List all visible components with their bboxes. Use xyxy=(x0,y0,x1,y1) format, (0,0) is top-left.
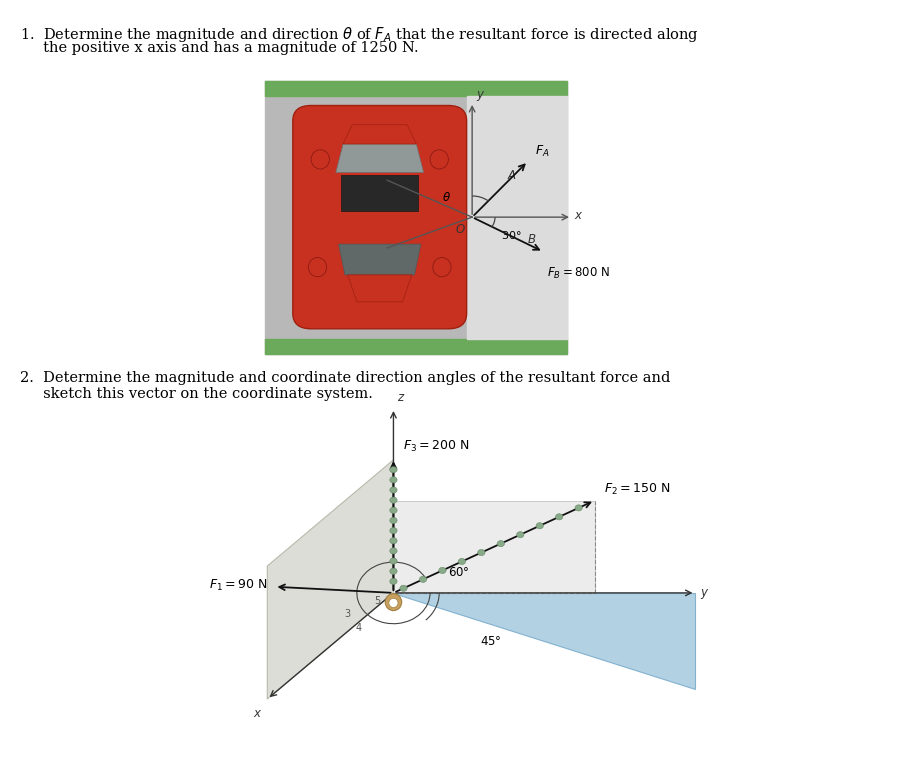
Text: $45°$: $45°$ xyxy=(480,635,502,648)
Ellipse shape xyxy=(385,594,402,611)
Bar xyxy=(467,96,567,339)
Circle shape xyxy=(517,531,524,537)
Ellipse shape xyxy=(308,257,327,277)
Bar xyxy=(265,339,567,354)
Text: $F_B = 800\ \mathrm{N}$: $F_B = 800\ \mathrm{N}$ xyxy=(547,266,610,281)
Text: 5: 5 xyxy=(374,596,380,605)
Circle shape xyxy=(390,487,397,493)
FancyBboxPatch shape xyxy=(293,105,467,329)
Text: 4: 4 xyxy=(356,623,361,632)
Text: y: y xyxy=(700,587,707,599)
Bar xyxy=(265,81,567,354)
Text: the positive x axis and has a magnitude of 1250 N.: the positive x axis and has a magnitude … xyxy=(20,41,419,55)
Polygon shape xyxy=(341,175,418,211)
Polygon shape xyxy=(267,460,393,699)
Text: $F_2 = 150\ \mathrm{N}$: $F_2 = 150\ \mathrm{N}$ xyxy=(604,481,671,497)
Text: x: x xyxy=(253,707,260,720)
Text: 3: 3 xyxy=(345,610,350,619)
Circle shape xyxy=(390,467,397,473)
Circle shape xyxy=(390,537,397,544)
Circle shape xyxy=(497,541,504,547)
Text: $60°$: $60°$ xyxy=(448,566,470,579)
Ellipse shape xyxy=(430,150,448,169)
Text: z: z xyxy=(397,391,404,404)
Circle shape xyxy=(390,558,397,564)
Polygon shape xyxy=(348,275,412,302)
Polygon shape xyxy=(343,125,416,144)
Circle shape xyxy=(390,517,397,524)
Circle shape xyxy=(390,568,397,574)
Text: $F_3 = 200\ \mathrm{N}$: $F_3 = 200\ \mathrm{N}$ xyxy=(403,439,469,454)
Text: B: B xyxy=(528,233,536,246)
Polygon shape xyxy=(339,244,421,275)
Circle shape xyxy=(575,505,582,511)
Text: A: A xyxy=(508,169,515,182)
Text: 2.  Determine the magnitude and coordinate direction angles of the resultant for: 2. Determine the magnitude and coordinat… xyxy=(20,371,671,385)
Circle shape xyxy=(419,576,426,582)
Circle shape xyxy=(390,547,397,554)
Circle shape xyxy=(536,523,544,529)
Circle shape xyxy=(478,550,485,556)
Circle shape xyxy=(400,585,407,591)
Circle shape xyxy=(555,514,563,520)
Ellipse shape xyxy=(433,257,451,277)
Circle shape xyxy=(390,507,397,514)
Text: $30°$: $30°$ xyxy=(501,229,522,242)
Polygon shape xyxy=(393,593,695,689)
Circle shape xyxy=(390,527,397,534)
Text: $F_1 = 90\ \mathrm{N}$: $F_1 = 90\ \mathrm{N}$ xyxy=(209,578,267,593)
Text: $F_A$: $F_A$ xyxy=(535,144,550,159)
Ellipse shape xyxy=(389,598,398,608)
Bar xyxy=(165,400,805,755)
Circle shape xyxy=(458,558,466,564)
Text: 1.  Determine the magnitude and direction $\theta$ of $F_A$ that the resultant f: 1. Determine the magnitude and direction… xyxy=(20,25,699,44)
Ellipse shape xyxy=(311,150,329,169)
Circle shape xyxy=(439,567,447,574)
Circle shape xyxy=(390,578,397,584)
Circle shape xyxy=(390,477,397,483)
Text: x: x xyxy=(575,209,582,222)
Polygon shape xyxy=(393,500,595,593)
Text: sketch this vector on the coordinate system.: sketch this vector on the coordinate sys… xyxy=(20,387,373,401)
Circle shape xyxy=(390,497,397,504)
Polygon shape xyxy=(336,144,424,172)
Bar xyxy=(265,81,567,96)
Text: O: O xyxy=(456,223,465,236)
Text: y: y xyxy=(476,88,483,101)
Text: $\theta$: $\theta$ xyxy=(442,192,451,204)
